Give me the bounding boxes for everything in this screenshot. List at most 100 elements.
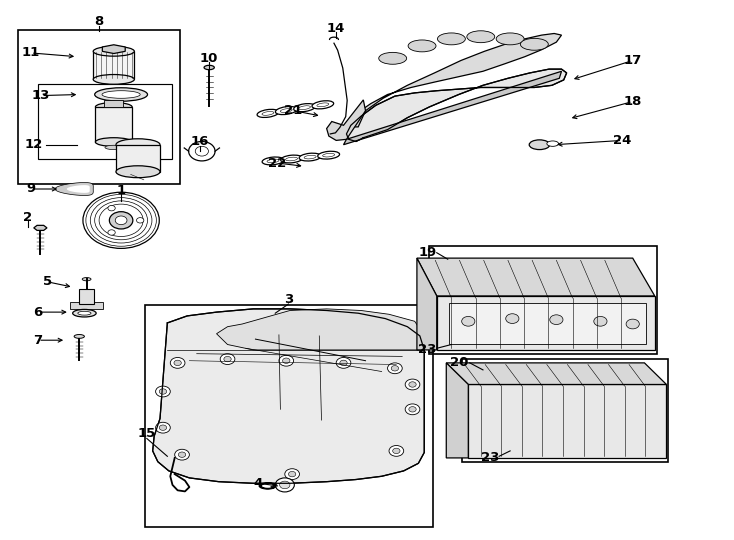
Text: 20: 20 (449, 356, 468, 369)
Polygon shape (468, 384, 666, 458)
Ellipse shape (318, 151, 340, 159)
Bar (38, 84, 172, 159)
Text: 22: 22 (269, 157, 286, 170)
Ellipse shape (294, 104, 316, 112)
Polygon shape (344, 71, 562, 145)
Ellipse shape (257, 109, 279, 118)
Ellipse shape (408, 40, 436, 52)
Text: 9: 9 (26, 183, 35, 195)
Polygon shape (346, 69, 567, 141)
Ellipse shape (95, 103, 132, 111)
Bar (145, 305, 433, 526)
Ellipse shape (116, 139, 160, 151)
Ellipse shape (520, 38, 548, 50)
Ellipse shape (95, 138, 132, 146)
Circle shape (506, 314, 519, 323)
Ellipse shape (93, 75, 134, 84)
Circle shape (594, 316, 607, 326)
Circle shape (283, 358, 290, 363)
Text: 14: 14 (327, 22, 346, 35)
Ellipse shape (304, 156, 316, 159)
Bar (93, 51, 134, 79)
Bar (104, 100, 123, 107)
Ellipse shape (323, 153, 335, 157)
Text: 2: 2 (23, 211, 32, 224)
Text: 16: 16 (190, 135, 209, 148)
Circle shape (462, 316, 475, 326)
Ellipse shape (78, 311, 91, 315)
Polygon shape (351, 33, 562, 127)
Text: 10: 10 (200, 52, 219, 65)
Text: 11: 11 (22, 46, 40, 59)
Text: 7: 7 (34, 334, 43, 347)
Text: 23: 23 (418, 343, 437, 356)
Ellipse shape (93, 46, 134, 56)
Circle shape (159, 389, 167, 394)
Ellipse shape (317, 103, 329, 107)
Text: 1: 1 (117, 184, 126, 197)
Circle shape (159, 425, 167, 430)
Ellipse shape (286, 157, 297, 161)
Circle shape (550, 315, 563, 325)
Polygon shape (417, 258, 437, 350)
Ellipse shape (262, 111, 274, 116)
Ellipse shape (547, 141, 559, 146)
Circle shape (393, 448, 400, 454)
Ellipse shape (312, 101, 334, 109)
Text: 24: 24 (613, 134, 632, 147)
Ellipse shape (204, 65, 214, 70)
Circle shape (409, 407, 416, 412)
Circle shape (108, 230, 115, 235)
Circle shape (137, 218, 144, 223)
Circle shape (156, 386, 170, 397)
Circle shape (195, 146, 208, 156)
Circle shape (115, 216, 127, 225)
Polygon shape (217, 309, 424, 350)
Text: 3: 3 (284, 293, 293, 306)
Text: 17: 17 (624, 54, 642, 67)
Circle shape (174, 360, 181, 366)
Circle shape (170, 357, 185, 368)
Circle shape (336, 357, 351, 368)
Text: 5: 5 (43, 275, 52, 288)
Polygon shape (327, 100, 366, 140)
Polygon shape (437, 296, 655, 350)
Text: 4: 4 (254, 477, 263, 490)
Circle shape (83, 192, 159, 248)
Ellipse shape (275, 106, 297, 114)
Ellipse shape (379, 52, 407, 64)
Circle shape (409, 382, 416, 387)
Ellipse shape (73, 309, 96, 317)
Ellipse shape (299, 153, 321, 161)
Circle shape (389, 446, 404, 456)
Ellipse shape (299, 106, 310, 110)
Bar (18, 30, 180, 184)
Polygon shape (446, 363, 666, 384)
Text: 12: 12 (25, 138, 43, 151)
Polygon shape (55, 183, 93, 195)
Ellipse shape (82, 278, 91, 281)
Ellipse shape (267, 159, 279, 163)
Ellipse shape (437, 33, 465, 45)
Circle shape (405, 379, 420, 390)
Circle shape (340, 360, 347, 366)
Text: 21: 21 (285, 104, 302, 117)
Polygon shape (67, 185, 90, 193)
Polygon shape (34, 225, 47, 231)
Text: 6: 6 (34, 306, 43, 319)
Circle shape (275, 478, 294, 492)
Circle shape (220, 354, 235, 364)
Circle shape (189, 141, 215, 161)
Ellipse shape (102, 91, 140, 98)
Circle shape (224, 356, 231, 362)
Ellipse shape (496, 33, 524, 45)
Text: 8: 8 (95, 15, 103, 28)
Text: 15: 15 (138, 427, 156, 440)
Polygon shape (446, 363, 468, 458)
Bar (449, 303, 646, 344)
Circle shape (108, 205, 115, 211)
Bar (462, 359, 668, 462)
Circle shape (388, 363, 402, 374)
Ellipse shape (280, 155, 302, 163)
Polygon shape (102, 45, 126, 53)
